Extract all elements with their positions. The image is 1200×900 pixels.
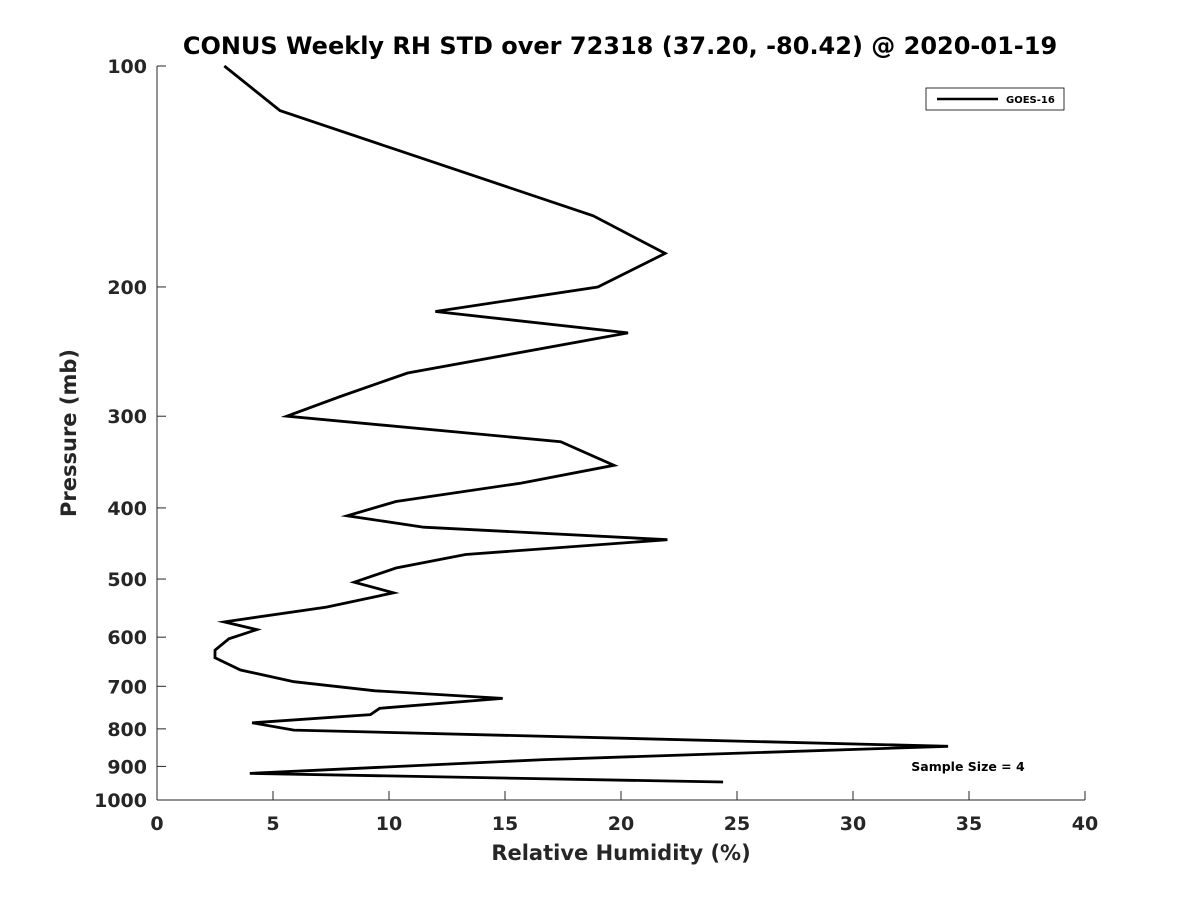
x-tick-label-30: 30 — [840, 813, 866, 835]
x-axis-label: Relative Humidity (%) — [491, 841, 750, 865]
x-tick-label-15: 15 — [492, 813, 518, 835]
x-ticks: 0 5 10 15 20 25 30 35 40 — [150, 791, 1098, 835]
chart-title: CONUS Weekly RH STD over 72318 (37.20, -… — [183, 32, 1057, 60]
x-tick-label-5: 5 — [266, 813, 279, 835]
x-tick-label-35: 35 — [956, 813, 982, 835]
y-tick-label-300: 300 — [107, 406, 147, 428]
y-tick-label-800: 800 — [107, 719, 147, 741]
y-tick-label-1000: 1000 — [94, 790, 147, 812]
sample-size-annotation: Sample Size = 4 — [911, 759, 1025, 774]
series-layer — [213, 64, 949, 784]
y-tick-label-200: 200 — [107, 277, 147, 299]
y-tick-label-600: 600 — [107, 627, 147, 649]
legend: GOES-16 — [925, 87, 1065, 111]
x-tick-label-25: 25 — [724, 813, 750, 835]
plot-area: 0 5 10 15 20 25 30 35 40 100 200 300 400 500 600 700 80… — [94, 56, 1098, 835]
x-tick-label-10: 10 — [376, 813, 402, 835]
series-line-goes-16 — [213, 64, 949, 784]
y-ticks: 100 200 300 400 500 600 700 800 900 1000 — [94, 56, 166, 812]
x-tick-label-0: 0 — [150, 813, 163, 835]
legend-entry-goes-16: GOES-16 — [1006, 95, 1055, 106]
y-tick-label-900: 900 — [107, 756, 147, 778]
y-tick-label-500: 500 — [107, 569, 147, 591]
x-tick-label-20: 20 — [608, 813, 634, 835]
y-tick-label-100: 100 — [107, 56, 147, 78]
x-tick-label-40: 40 — [1072, 813, 1098, 835]
y-axis-label: Pressure (mb) — [57, 349, 81, 517]
y-tick-label-400: 400 — [107, 498, 147, 520]
y-tick-label-700: 700 — [107, 676, 147, 698]
